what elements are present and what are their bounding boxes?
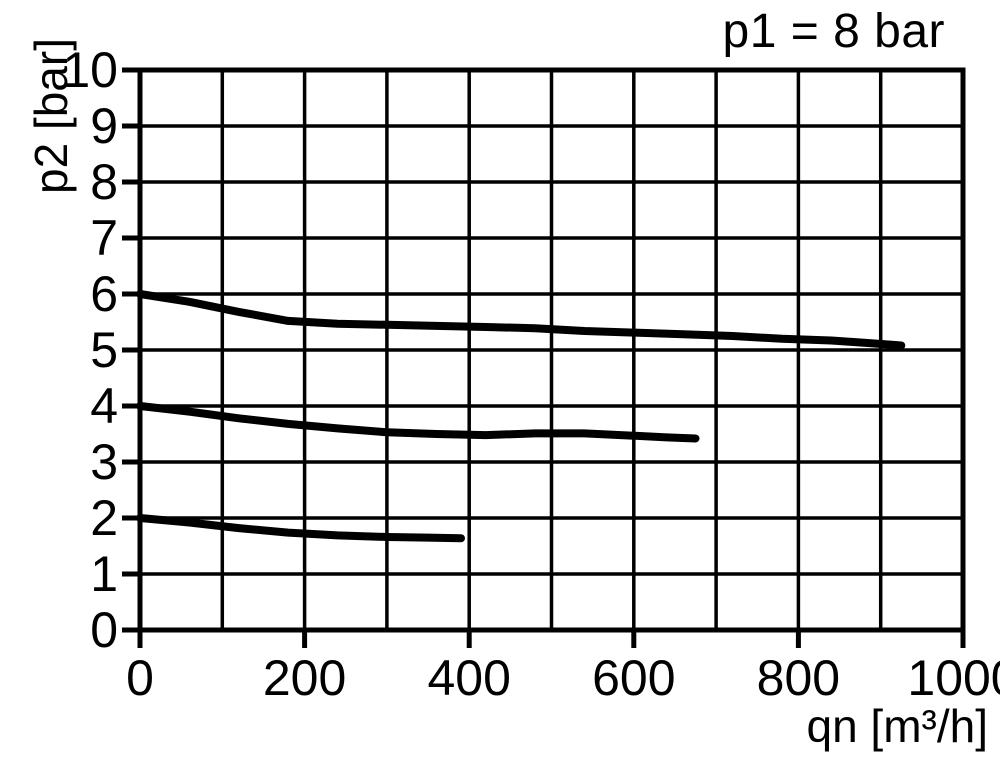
y-tick-label: 4: [90, 378, 118, 434]
x-axis-title: qn [m³/h]: [806, 700, 988, 752]
y-tick-label: 0: [90, 602, 118, 658]
data-curve-curve-middle: [136, 402, 700, 443]
chart-annotation-p1: p1 = 8 bar: [722, 5, 945, 58]
data-curve-curve-top: [136, 290, 906, 350]
y-tick-label: 8: [90, 154, 118, 210]
y-tick-label: 5: [90, 322, 118, 378]
x-tick-label: 1000: [907, 650, 1000, 706]
data-curve-curve-bottom: [136, 514, 465, 543]
x-tick-label: 0: [126, 650, 154, 706]
y-tick-label: 10: [62, 42, 118, 98]
y-tick-label: 1: [90, 546, 118, 602]
y-tick-label: 6: [90, 266, 118, 322]
x-tick-label: 600: [592, 650, 676, 706]
x-tick-label: 800: [756, 650, 841, 706]
y-tick-label: 9: [90, 98, 118, 154]
x-tick-label: 200: [262, 650, 347, 706]
y-tick-label: 2: [90, 490, 118, 546]
y-tick-label: 3: [90, 434, 118, 490]
y-tick-label: 7: [90, 210, 118, 266]
x-tick-label: 400: [427, 650, 511, 706]
